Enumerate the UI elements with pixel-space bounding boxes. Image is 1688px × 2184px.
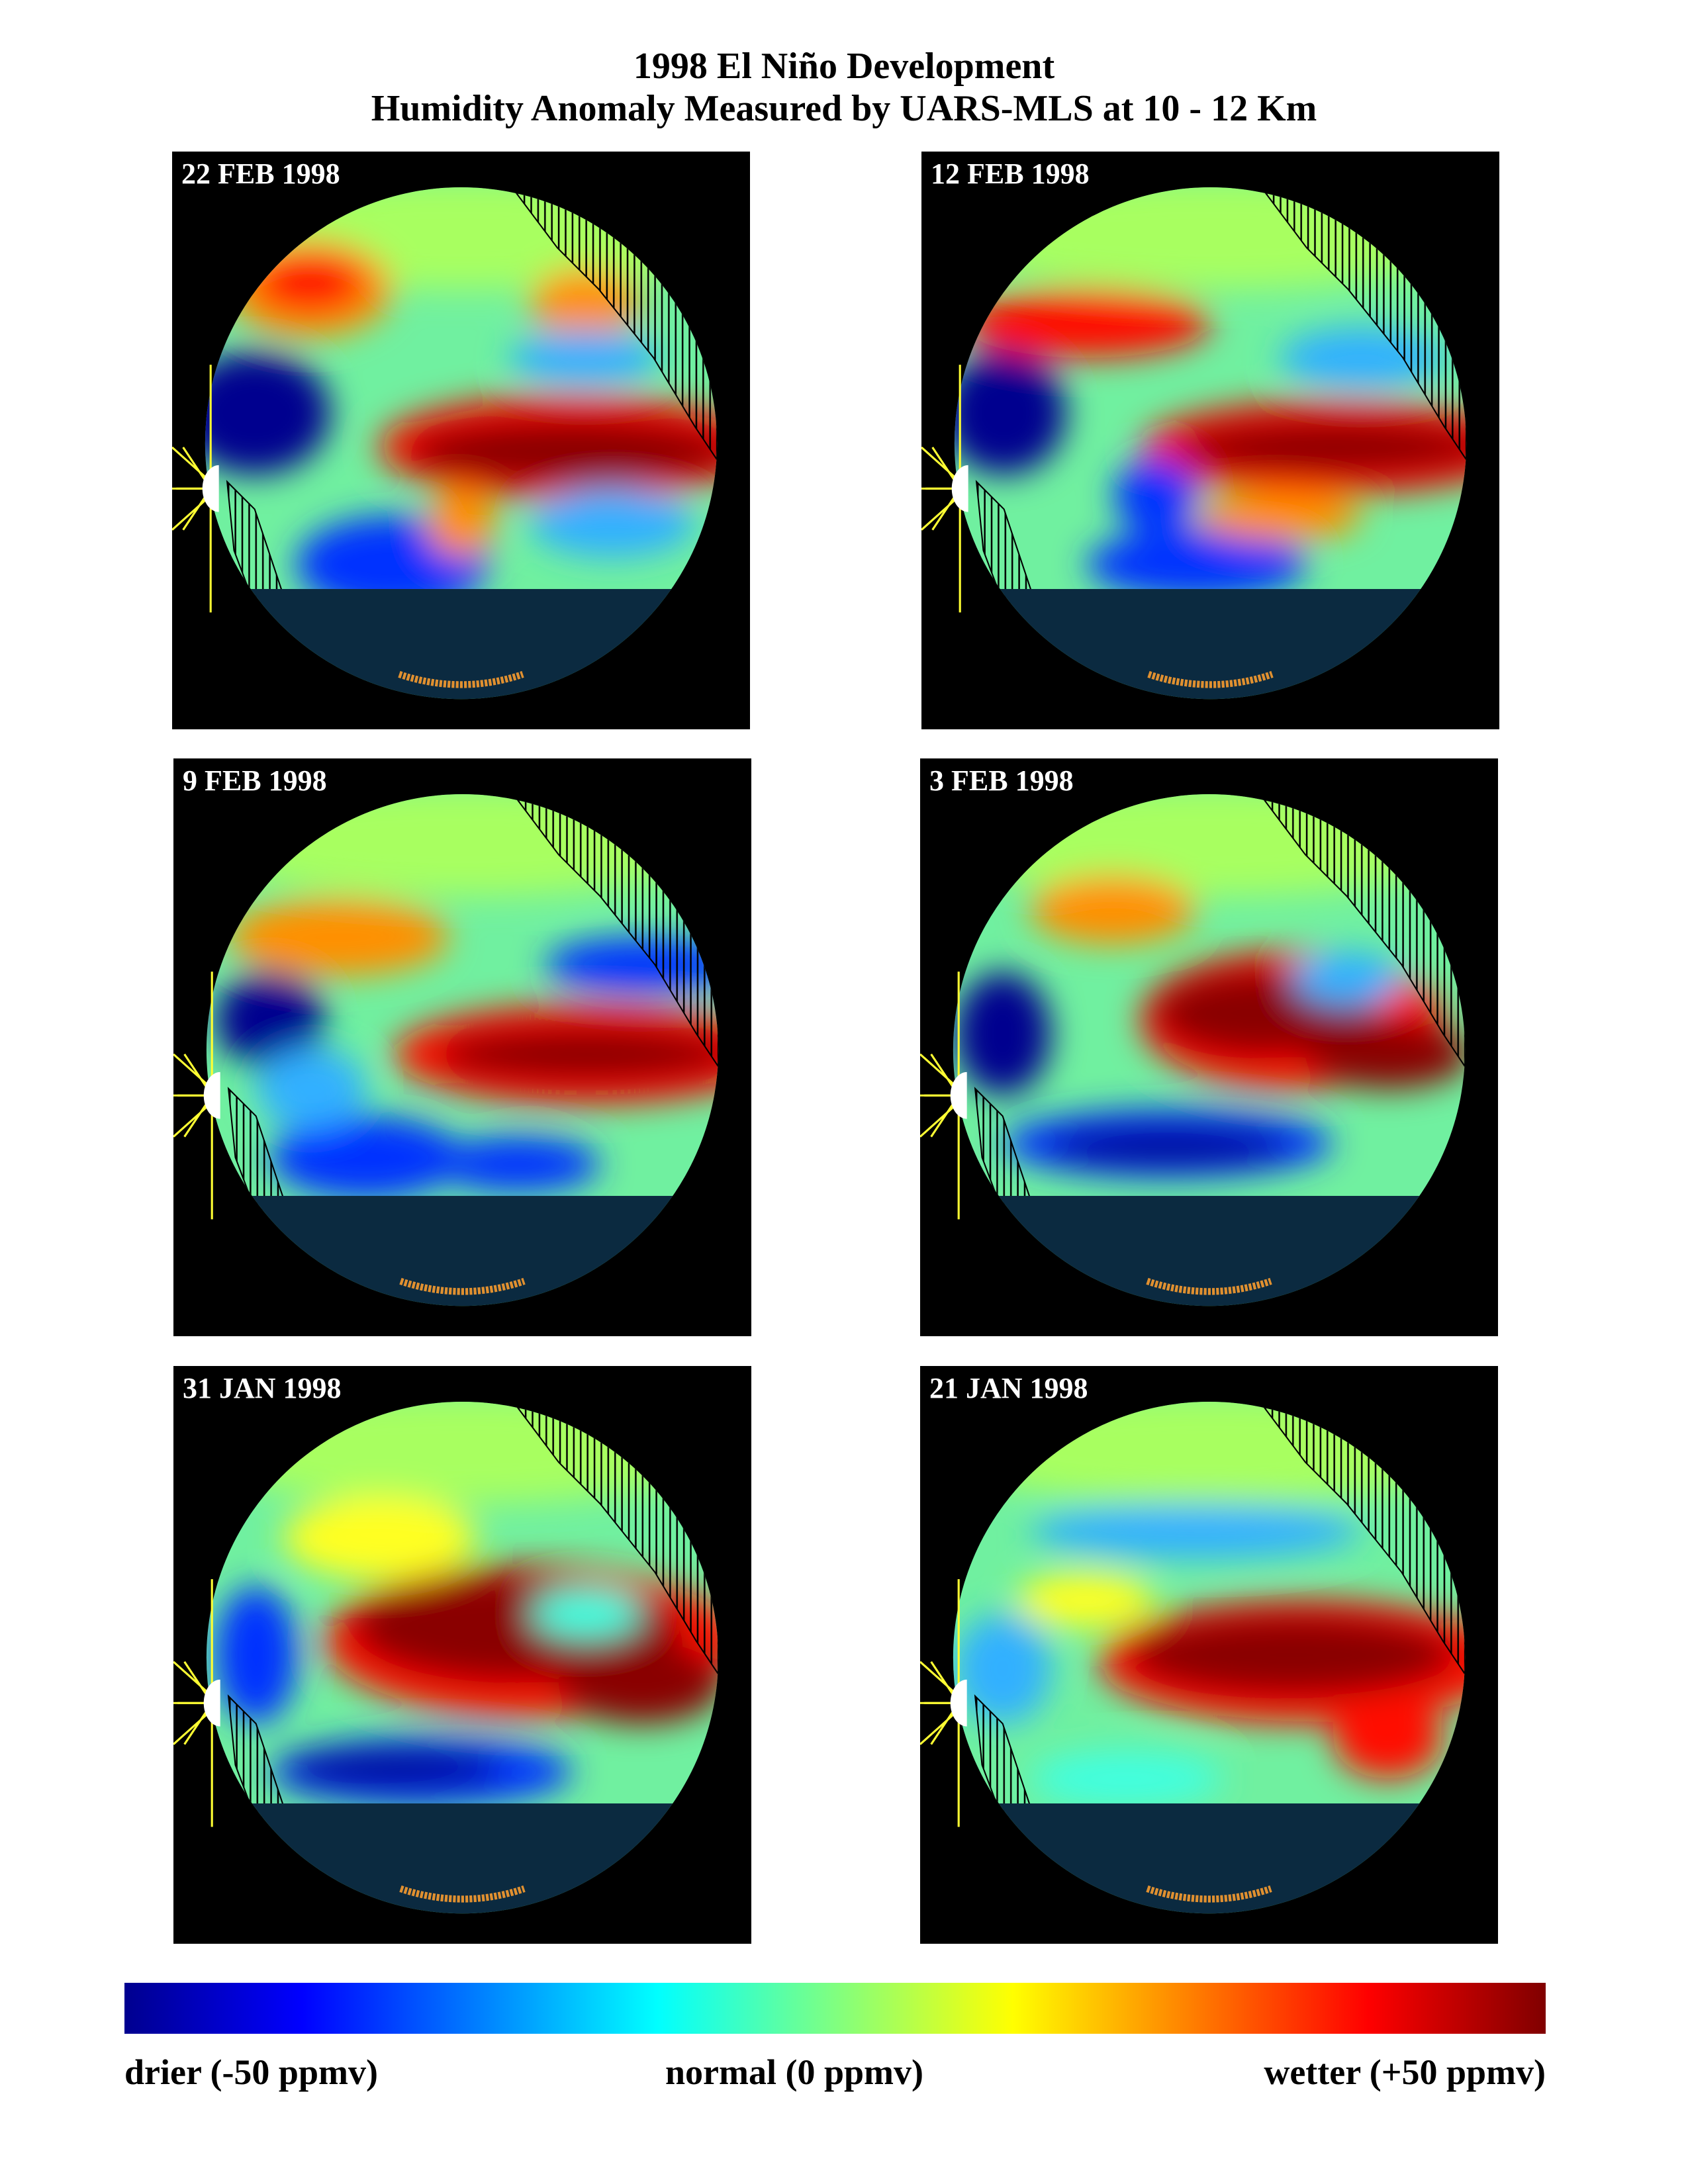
anomaly-blob	[214, 1586, 298, 1724]
humidity-field	[954, 187, 1467, 700]
no-data-region	[206, 1803, 719, 1914]
anomaly-blob	[509, 330, 661, 386]
sun-icon	[172, 365, 219, 613]
anomaly-blob	[426, 488, 496, 558]
anomaly-blob	[954, 972, 1051, 1096]
anomaly-blob	[1291, 951, 1402, 1007]
map-panel-3-feb: 3 FEB 1998	[920, 758, 1498, 1336]
map-panel-9-feb: 9 FEB 1998	[173, 758, 751, 1336]
anomaly-blob	[1030, 875, 1196, 944]
globe-map	[173, 794, 719, 1306]
anomaly-blob	[531, 1588, 641, 1639]
map-panel-12-feb: 12 FEB 1998	[921, 152, 1499, 729]
anomaly-blob	[1030, 1503, 1361, 1559]
no-data-region	[954, 588, 1467, 700]
anomaly-blob	[254, 251, 365, 313]
sun-icon	[920, 1579, 967, 1827]
anomaly-blob	[434, 1026, 719, 1082]
anomaly-blob	[1114, 457, 1197, 534]
title-line-2: Humidity Anomaly Measured by UARS-MLS at…	[371, 88, 1317, 129]
anomaly-blob	[1333, 1696, 1443, 1779]
no-data-region	[205, 588, 718, 700]
anomaly-blob	[530, 488, 695, 558]
anomaly-blob	[434, 1136, 600, 1192]
anomaly-blob	[214, 972, 325, 1068]
anomaly-blob	[559, 1641, 719, 1724]
humidity-field	[953, 794, 1466, 1306]
anomaly-blob	[228, 899, 449, 976]
map-panel-31-jan: 31 JAN 1998	[173, 1366, 751, 1944]
sun-icon	[173, 972, 220, 1220]
anomaly-blob	[954, 1614, 1051, 1724]
map-panel-21-jan: 21 JAN 1998	[920, 1366, 1498, 1944]
panel-date-label: 22 FEB 1998	[181, 158, 340, 190]
anomaly-blob	[1305, 1019, 1466, 1089]
colorbar-max-label: wetter (+50 ppmv)	[1264, 2052, 1546, 2092]
panel-date-label: 9 FEB 1998	[183, 764, 327, 797]
panel-date-label: 12 FEB 1998	[931, 158, 1090, 190]
anomaly-blob	[1016, 1572, 1154, 1627]
map-panel-22-feb: 22 FEB 1998	[172, 152, 750, 729]
anomaly-blob	[269, 1116, 463, 1199]
sun-icon	[920, 972, 967, 1220]
sun-icon	[921, 365, 968, 613]
anomaly-blob	[406, 418, 718, 485]
colorbar-mid-label: normal (0 ppmv)	[665, 2052, 923, 2092]
globe-map	[920, 1402, 1466, 1914]
anomaly-blob	[1030, 1751, 1223, 1807]
globe-map	[173, 1402, 719, 1914]
panel-date-label: 3 FEB 1998	[929, 764, 1074, 797]
globe-map	[920, 794, 1466, 1306]
anomaly-blob	[1044, 1127, 1292, 1166]
anomaly-blob	[283, 1496, 477, 1580]
anomaly-blob	[1176, 420, 1467, 475]
humidity-field	[206, 794, 719, 1306]
sun-icon	[173, 1579, 220, 1827]
anomaly-blob	[283, 1749, 504, 1789]
anomaly-blob	[256, 1047, 366, 1130]
no-data-region	[953, 1195, 1466, 1306]
anomaly-blob	[954, 351, 1066, 475]
humidity-field	[953, 1402, 1466, 1914]
title-line-1: 1998 El Niño Development	[633, 46, 1055, 87]
no-data-region	[206, 1195, 719, 1306]
anomaly-blob	[1086, 529, 1307, 599]
humidity-field	[205, 187, 718, 700]
anomaly-blob	[1126, 1614, 1457, 1696]
anomaly-blob	[1196, 491, 1362, 541]
no-data-region	[953, 1803, 1466, 1914]
colorbar	[124, 1983, 1546, 2034]
panel-date-label: 21 JAN 1998	[929, 1372, 1088, 1404]
colorbar-min-label: drier (-50 ppmv)	[124, 2052, 378, 2092]
panel-date-label: 31 JAN 1998	[183, 1372, 342, 1404]
anomaly-blob	[205, 351, 331, 475]
anomaly-blob	[962, 289, 1211, 358]
globe-map	[172, 187, 718, 700]
humidity-field	[206, 1402, 719, 1914]
globe-map	[921, 187, 1467, 700]
